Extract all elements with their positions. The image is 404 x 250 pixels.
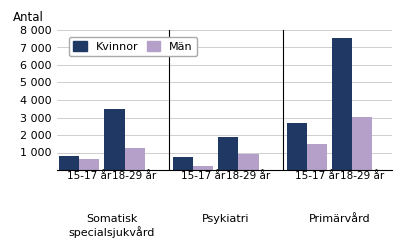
Bar [79, 159, 99, 170]
Text: Antal: Antal [13, 12, 44, 24]
Bar [124, 148, 145, 170]
Bar [307, 144, 327, 170]
Bar [218, 137, 238, 170]
Bar [287, 123, 307, 170]
Bar [352, 116, 372, 170]
Bar [238, 154, 259, 170]
Bar [173, 157, 193, 170]
Bar [104, 109, 124, 170]
Legend: Kvinnor, Män: Kvinnor, Män [69, 37, 197, 56]
Bar [193, 166, 213, 170]
Bar [332, 38, 352, 170]
Text: Psykiatri: Psykiatri [202, 214, 250, 224]
Text: Somatisk
specialsjukvård: Somatisk specialsjukvård [69, 214, 155, 238]
Bar [59, 156, 79, 170]
Text: Primärvård: Primärvård [309, 214, 370, 224]
